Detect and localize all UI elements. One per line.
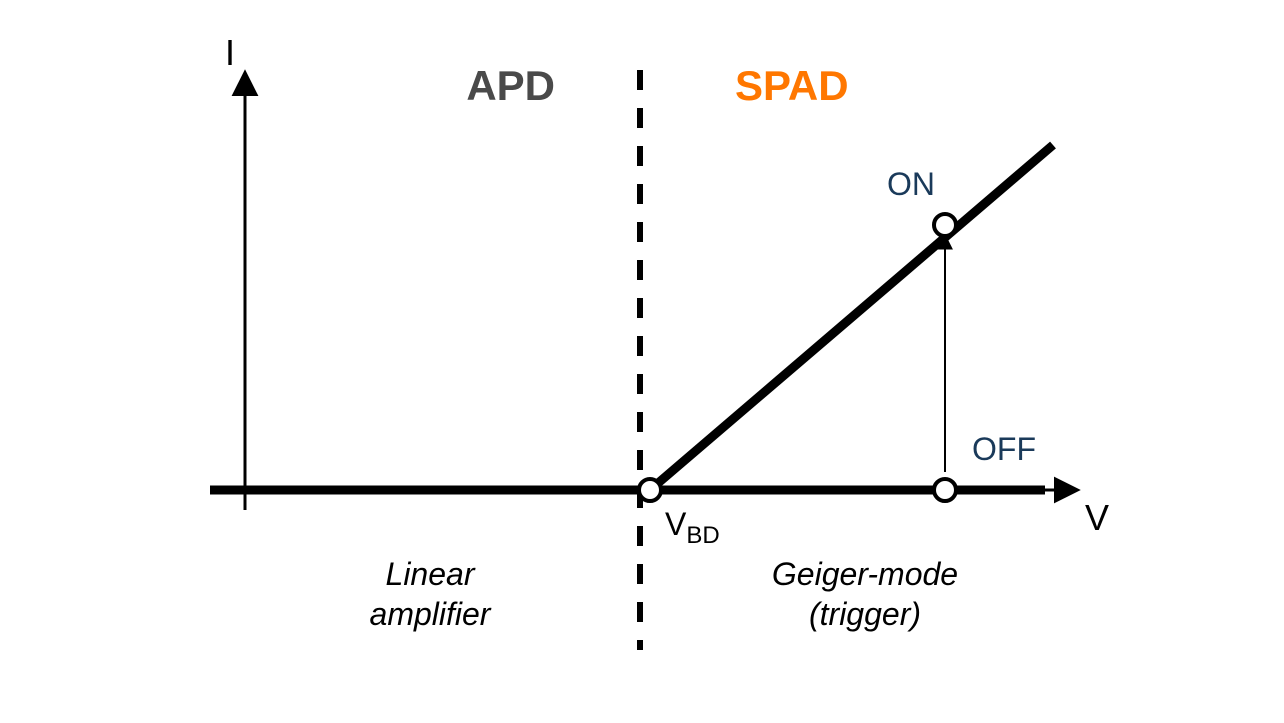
iv-curve-diagram: I V APD SPAD ON OFF Linear amplifier Geiger-mode… bbox=[0, 0, 1284, 723]
marker-on bbox=[934, 214, 956, 236]
spad-label: SPAD bbox=[735, 62, 849, 109]
geiger-label-2: (trigger) bbox=[809, 596, 921, 632]
x-axis-label: V bbox=[1085, 497, 1109, 538]
linear-label-2: amplifier bbox=[370, 596, 492, 632]
marker-vbd bbox=[639, 479, 661, 501]
y-axis-label: I bbox=[225, 32, 235, 73]
vbd-label: VBD bbox=[665, 506, 720, 549]
apd-label: APD bbox=[466, 62, 555, 109]
on-label: ON bbox=[887, 166, 935, 202]
linear-label-1: Linear bbox=[386, 556, 476, 592]
off-label: OFF bbox=[972, 431, 1036, 467]
marker-off bbox=[934, 479, 956, 501]
geiger-label-1: Geiger-mode bbox=[772, 556, 958, 592]
